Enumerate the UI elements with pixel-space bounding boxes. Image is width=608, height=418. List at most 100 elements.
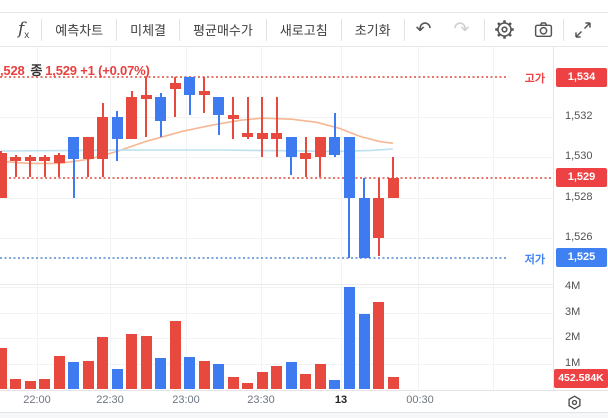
legend-close-value: 1,529 <box>45 63 77 78</box>
vertical-gridline <box>493 47 494 390</box>
price-axis-column[interactable]: 1,532 1,530 1,528 1,526 4M 3M 2M 1M 1,534 1,529 1,… <box>554 47 608 390</box>
fx-icon: f <box>18 18 25 39</box>
candle-wick <box>275 97 278 158</box>
volume-tick-label: 4M <box>565 280 581 292</box>
undo-icon: ↶ <box>415 19 432 40</box>
volume-bar <box>387 377 399 389</box>
candle-wick <box>261 97 264 158</box>
annotation-high: 고가 <box>524 73 545 85</box>
toolbar-divider <box>41 18 43 41</box>
volume-bar <box>329 379 341 389</box>
fullscreen-button[interactable] <box>564 13 602 46</box>
vertical-gridline <box>186 47 187 390</box>
volume-bar <box>198 360 210 389</box>
candle-wick <box>29 155 32 178</box>
price-legend: ,528 종 1,529 +1 (+0.07%) <box>0 60 150 79</box>
candle-wick <box>217 97 220 136</box>
horizontal-gridline <box>0 157 553 159</box>
candle-body <box>184 77 196 96</box>
chart-toolbar: fx 예측차트 미체결 평균매수가 새로고침 초기화 ↶ ↷ <box>0 12 608 47</box>
horizontal-gridline <box>0 197 553 199</box>
horizontal-gridline <box>0 237 553 239</box>
volume-bar <box>285 361 297 389</box>
price-badge-high: 1,534 <box>556 67 607 87</box>
candle-body <box>358 197 370 258</box>
candle-body <box>68 137 80 160</box>
legend-close-label: 종 <box>30 63 43 78</box>
horizontal-gridline <box>0 338 553 339</box>
candle-body <box>97 117 109 160</box>
candle-body <box>314 137 326 158</box>
candle-body <box>140 95 152 100</box>
toolbar-button-reset[interactable]: 초기화 <box>342 13 404 46</box>
vertical-gridline <box>37 47 38 390</box>
volume-bar <box>314 363 326 389</box>
candle-body <box>53 155 65 164</box>
time-tick-label: 00:30 <box>406 394 434 406</box>
reference-line-current <box>0 176 553 179</box>
candle-wick <box>333 113 336 158</box>
toolbar-divider <box>563 18 564 41</box>
volume-bar <box>53 355 65 389</box>
volume-bar <box>358 314 370 389</box>
formula-button[interactable]: fx <box>10 19 41 41</box>
settings-button[interactable] <box>485 13 524 46</box>
candle-body <box>82 137 94 160</box>
candle-wick <box>203 77 206 114</box>
time-tick-label: 23:00 <box>172 394 200 406</box>
candle-body <box>0 153 7 198</box>
candle-wick <box>246 97 249 140</box>
candle-wick <box>14 155 17 178</box>
volume-bar <box>242 382 254 389</box>
volume-badge-current: 452.584K <box>554 369 608 388</box>
redo-icon: ↷ <box>453 19 470 40</box>
candle-body <box>111 117 123 140</box>
volume-bar <box>111 369 123 389</box>
price-tick-label: 1,530 <box>565 150 593 163</box>
candle-wick <box>174 77 177 118</box>
price-tick-label: 1,526 <box>565 230 593 243</box>
camera-icon <box>534 22 553 38</box>
candle-wick <box>72 137 75 198</box>
price-badge-current: 1,529 <box>556 168 607 187</box>
panel-separator <box>0 284 553 285</box>
redo-button[interactable]: ↷ <box>443 13 481 46</box>
vertical-gridline <box>341 47 342 390</box>
axis-settings-button[interactable] <box>565 393 584 415</box>
price-tick-label: 1,528 <box>565 190 593 203</box>
toolbar-button-refresh[interactable]: 새로고침 <box>267 13 341 46</box>
candle-body <box>256 133 268 140</box>
reference-line-high <box>0 76 508 78</box>
time-tick-label: 22:30 <box>96 394 124 406</box>
volume-bar <box>0 348 7 389</box>
candle-body <box>329 137 341 156</box>
price-volume-plot[interactable]: 고가 저가 ,528 종 1,529 +1 (+0.07%) <box>0 47 553 390</box>
toolbar-button-average-buy-price[interactable]: 평균매수가 <box>180 13 266 46</box>
candle-body <box>24 157 36 162</box>
volume-bar <box>373 301 385 389</box>
volume-bar <box>68 361 80 389</box>
candle-body <box>213 97 225 116</box>
toolbar-button-unfilled-orders[interactable]: 미체결 <box>117 13 179 46</box>
toolbar-divider <box>484 18 485 41</box>
volume-bar <box>140 335 152 389</box>
horizontal-gridline <box>0 363 553 365</box>
volume-bar <box>24 380 36 389</box>
toolbar-divider <box>403 18 405 41</box>
volume-bar <box>39 378 51 389</box>
screenshot-button[interactable] <box>524 13 563 46</box>
candle-wick <box>43 155 46 178</box>
volume-bar <box>213 364 225 389</box>
volume-bar <box>184 356 196 389</box>
candle-body <box>271 133 283 140</box>
reference-line-low <box>0 256 508 259</box>
undo-button[interactable]: ↶ <box>405 13 443 46</box>
toolbar-button-forecast-chart[interactable]: 예측차트 <box>42 13 116 46</box>
candle-wick <box>392 157 395 198</box>
toolbar-divider <box>179 18 181 41</box>
time-axis[interactable]: 22:00 22:30 23:00 23:30 13 00:30 <box>0 390 608 412</box>
legend-open-clipped: ,528 <box>0 63 25 78</box>
volume-bar <box>82 360 94 389</box>
candle-body <box>10 157 22 162</box>
